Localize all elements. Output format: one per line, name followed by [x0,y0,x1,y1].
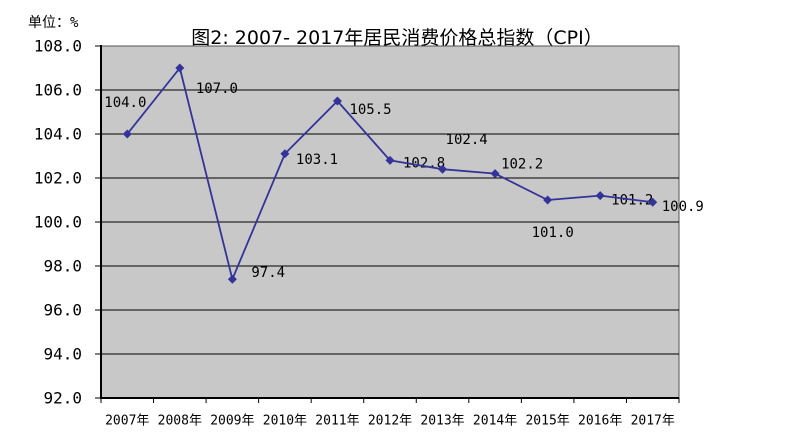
y-axis-label: 98.0 [43,257,82,276]
data-point-marker [490,169,500,179]
data-point-marker [332,96,342,106]
unit-label: 单位：% [28,15,79,31]
y-axis-label: 104.0 [34,125,82,144]
data-point-label: 100.9 [662,199,704,215]
x-axis-label: 2015年 [525,414,569,429]
x-axis-label: 2017年 [631,414,675,429]
data-point-marker [175,63,185,73]
x-axis-label: 2014年 [473,414,517,429]
data-point-label: 107.0 [196,81,238,97]
x-axis-label: 2010年 [263,414,307,429]
data-point-label: 102.4 [446,132,488,148]
data-point-label: 102.2 [501,157,543,173]
data-point-label: 104.0 [104,95,146,111]
data-point-label: 101.0 [532,225,574,241]
y-axis-label: 96.0 [43,301,82,320]
data-point-label: 101.2 [611,193,653,209]
x-axis-label: 2016年 [578,414,622,429]
x-axis-label: 2011年 [315,414,359,429]
data-point-marker [648,197,658,207]
data-point-label: 105.5 [349,102,391,118]
y-axis-label: 92.0 [43,389,82,408]
data-point-marker [280,149,290,159]
y-axis-label: 100.0 [34,213,82,232]
x-axis-label: 2008年 [158,414,202,429]
y-axis-label: 102.0 [34,169,82,188]
data-point-marker [122,129,132,139]
data-point-label: 103.1 [296,152,338,168]
x-axis-label: 2013年 [420,414,464,429]
plot-area: 108.0 106.0 104.0 102.0 100.0 98.0 96.0 94.0 92.… [34,37,704,429]
chart-title: 图2: 2007- 2017年居民消费价格总指数（CPI） [191,27,602,49]
data-point-marker [227,274,237,284]
y-axis-label: 106.0 [34,81,82,100]
y-axis-label: 94.0 [43,345,82,364]
x-axis-label: 2007年 [105,414,149,429]
x-axis-label: 2012年 [368,414,412,429]
x-axis-label: 2009年 [210,414,254,429]
data-point-label: 97.4 [251,265,285,281]
data-point-marker [438,164,448,174]
y-axis-label: 108.0 [34,37,82,56]
data-point-marker [385,155,395,165]
data-point-marker [543,195,553,205]
data-point-marker [595,191,605,201]
